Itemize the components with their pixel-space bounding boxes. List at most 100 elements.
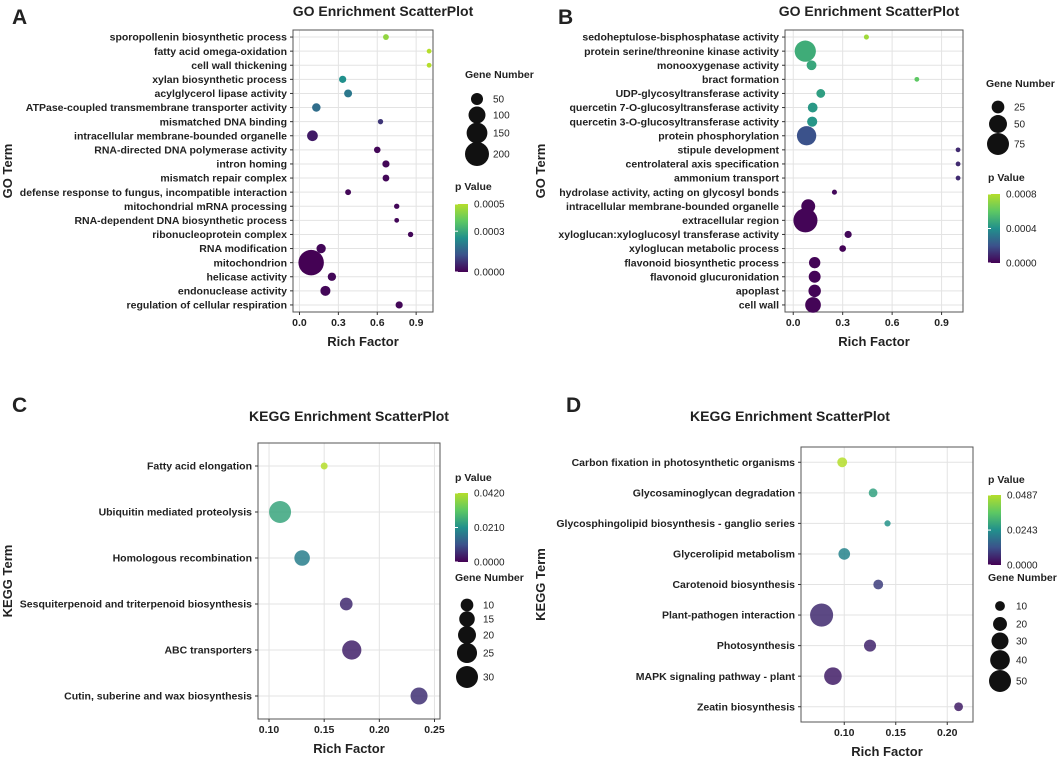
y-tick-label: MAPK signaling pathway - plant (636, 671, 796, 683)
x-tick-label: 0.9 (409, 317, 424, 329)
color-legend-label: 0.0000 (474, 558, 505, 569)
y-tick-label: Cutin, suberine and wax biosynthesis (64, 691, 252, 703)
size-legend-label: 40 (1016, 656, 1028, 667)
color-legend-title: p Value (455, 472, 492, 484)
y-tick-label: ammonium transport (674, 173, 780, 185)
size-legend-key (995, 601, 1005, 611)
size-legend-key (993, 617, 1007, 631)
size-legend-key (456, 666, 478, 688)
size-legend-label: 25 (483, 649, 495, 660)
data-point (884, 520, 891, 527)
data-point (863, 34, 869, 40)
y-tick-label: ABC transporters (164, 645, 252, 657)
y-tick-label: stipule development (677, 144, 779, 156)
data-point (345, 189, 352, 196)
chart-title: KEGG Enrichment ScatterPlot (690, 408, 890, 424)
data-point (808, 270, 821, 283)
color-legend-label: 0.0487 (1007, 491, 1038, 502)
color-legend-title: p Value (455, 181, 492, 193)
y-axis-label: KEGG Term (533, 548, 548, 621)
x-tick-label: 0.25 (424, 724, 445, 736)
color-legend-bar (455, 204, 468, 272)
size-legend-key (989, 115, 1007, 133)
y-tick-label: RNA modification (199, 243, 287, 255)
x-tick-label: 0.20 (937, 727, 958, 739)
y-tick-label: endonuclease activity (178, 285, 287, 297)
y-tick-label: helicase activity (206, 271, 287, 283)
x-axis-label: Rich Factor (838, 334, 910, 349)
chart-title: GO Enrichment ScatterPlot (779, 3, 960, 19)
data-point (394, 217, 400, 223)
color-legend-label: 0.0243 (1007, 526, 1038, 537)
data-point (839, 245, 847, 252)
color-legend-label: 0.0003 (474, 227, 505, 238)
x-tick-label: 0.6 (885, 317, 900, 329)
y-tick-label: Homologous recombination (113, 553, 252, 565)
y-tick-label: Sesquiterpenoid and triterpenoid biosynt… (20, 599, 252, 611)
y-tick-label: cell wall thickening (191, 60, 287, 72)
y-tick-label: sporopollenin biosynthetic process (110, 32, 288, 44)
color-legend-bar (988, 495, 1001, 565)
size-legend-label: 50 (1014, 120, 1026, 131)
data-point (298, 249, 324, 276)
size-legend-label: 50 (1016, 677, 1028, 688)
size-legend-key (465, 142, 489, 166)
y-tick-label: mitochondrion (214, 257, 288, 269)
size-legend-title: Gene Number (465, 69, 534, 81)
size-legend-key (466, 122, 488, 144)
size-legend-key (987, 133, 1009, 155)
color-legend-title: p Value (988, 474, 1025, 486)
data-point (410, 687, 428, 705)
y-tick-label: Photosynthesis (717, 640, 795, 652)
plot-border (257, 442, 441, 720)
y-tick-label: mismatched DNA binding (160, 116, 287, 128)
size-legend-label: 20 (483, 631, 495, 642)
data-point (382, 174, 390, 182)
y-tick-label: UDP-glycosyltransferase activity (616, 88, 780, 100)
size-legend-label: 50 (493, 95, 505, 106)
data-point (426, 48, 432, 54)
data-point (382, 160, 390, 168)
color-legend-label: 0.0004 (1006, 224, 1037, 235)
size-legend-label: 20 (1016, 620, 1028, 631)
y-tick-label: Zeatin biosynthesis (697, 701, 795, 713)
y-tick-label: Glycosaminoglycan degradation (633, 487, 795, 499)
y-tick-label: quercetin 3-O-glucosyltransferase activi… (570, 116, 780, 128)
data-point (793, 208, 818, 233)
y-tick-label: RNA-dependent DNA biosynthetic process (74, 215, 287, 227)
color-legend-bar (455, 493, 468, 562)
y-tick-label: Carotenoid biosynthesis (672, 579, 795, 591)
x-tick-label: 0.3 (331, 317, 346, 329)
data-point (810, 603, 834, 627)
y-axis-label: KEGG Term (0, 545, 15, 618)
data-point (837, 457, 848, 468)
panel-letter: D (566, 394, 581, 417)
data-point (394, 203, 400, 209)
data-point (954, 702, 963, 712)
size-legend-title: Gene Number (986, 78, 1055, 90)
y-tick-label: protein phosphorylation (658, 130, 779, 142)
data-point (805, 297, 821, 313)
size-legend-key (456, 642, 478, 664)
y-tick-label: Plant-pathogen interaction (662, 610, 795, 622)
data-point (796, 126, 817, 146)
size-legend-key (458, 626, 476, 644)
data-point (838, 548, 851, 560)
data-point (808, 256, 821, 269)
y-tick-label: fatty acid omega-oxidation (154, 46, 287, 58)
y-tick-label: defense response to fungus, incompatible… (20, 187, 287, 199)
data-point (816, 89, 826, 98)
data-point (806, 60, 817, 71)
data-point (327, 272, 337, 281)
size-legend-key (468, 106, 486, 124)
color-legend-label: 0.0210 (474, 523, 505, 534)
y-tick-label: mitochondrial mRNA processing (124, 201, 287, 213)
panel-letter: B (558, 6, 573, 29)
size-legend-title: Gene Number (455, 572, 524, 584)
y-tick-label: xylan biosynthetic process (152, 74, 287, 86)
x-tick-label: 0.10 (834, 727, 855, 739)
color-legend-label: 0.0000 (1007, 561, 1038, 572)
data-point (794, 40, 816, 62)
size-legend-label: 30 (1016, 637, 1028, 648)
